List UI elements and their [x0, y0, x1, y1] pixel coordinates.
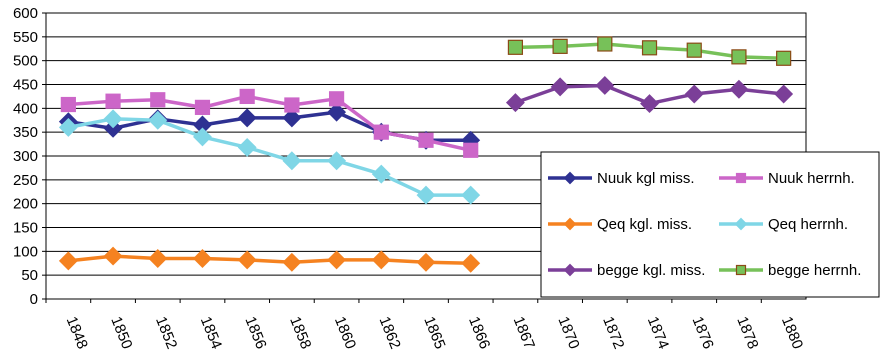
x-tick-label: 1870	[554, 314, 582, 351]
data-point	[106, 94, 120, 108]
x-tick-label: 1862	[376, 314, 404, 351]
legend-swatch-marker	[737, 266, 746, 275]
y-tick-label: 200	[13, 196, 38, 213]
x-tick-label: 1860	[331, 314, 359, 351]
y-tick-label: 250	[13, 172, 38, 189]
x-tick-label: 1858	[286, 314, 314, 351]
legend-label: begge kgl. miss.	[597, 262, 705, 279]
y-axis: 0 50 100 150 200 250 300 350 400 450 500 550 600	[13, 5, 46, 308]
legend-label: begge herrnh.	[768, 262, 861, 279]
x-tick-label: 1876	[689, 314, 717, 351]
data-point	[553, 39, 567, 53]
data-point	[330, 92, 344, 106]
y-tick-label: 50	[21, 267, 38, 284]
data-point	[374, 125, 388, 139]
data-point	[419, 133, 433, 147]
data-point	[598, 37, 612, 51]
y-tick-label: 0	[30, 291, 38, 308]
x-tick-label: 1848	[63, 314, 91, 351]
data-point	[464, 143, 478, 157]
legend-label: Qeq herrnh.	[768, 216, 848, 233]
data-point	[285, 98, 299, 112]
x-tick-label: 1872	[599, 314, 627, 351]
x-tick-label: 1850	[107, 314, 135, 351]
data-point	[240, 89, 254, 103]
x-tick-label: 1854	[197, 314, 225, 351]
data-point	[61, 98, 75, 112]
y-tick-label: 600	[13, 5, 38, 22]
legend-label: Nuuk herrnh.	[768, 170, 855, 187]
data-point	[643, 41, 657, 55]
legend: Nuuk kgl miss. Nuuk herrnh. Qeq kgl. miss.…	[541, 152, 879, 297]
x-tick-label: 1866	[465, 314, 493, 351]
data-point	[508, 40, 522, 54]
data-point	[151, 93, 165, 107]
legend-swatch-marker	[737, 174, 746, 183]
x-axis: 1848 1850 1852 1854 1856 1858 1860 1862 1865 1866…	[46, 299, 806, 351]
y-tick-label: 550	[13, 29, 38, 46]
x-tick-label: 1865	[420, 314, 448, 351]
data-point	[777, 51, 791, 65]
x-tick-label: 1867	[510, 314, 538, 351]
y-tick-label: 500	[13, 53, 38, 70]
legend-label: Nuuk kgl miss.	[597, 170, 695, 187]
x-tick-label: 1878	[733, 314, 761, 351]
x-tick-label: 1856	[241, 314, 269, 351]
y-tick-label: 350	[13, 124, 38, 141]
y-tick-label: 100	[13, 243, 38, 260]
y-tick-label: 150	[13, 220, 38, 237]
legend-label: Qeq kgl. miss.	[597, 216, 692, 233]
data-point	[687, 43, 701, 57]
data-point	[732, 50, 746, 64]
y-tick-label: 450	[13, 77, 38, 94]
y-tick-label: 400	[13, 100, 38, 117]
y-tick-label: 300	[13, 148, 38, 165]
x-tick-label: 1852	[152, 314, 180, 351]
x-tick-label: 1874	[644, 314, 672, 351]
data-point	[195, 100, 209, 114]
x-tick-label: 1880	[778, 314, 806, 351]
